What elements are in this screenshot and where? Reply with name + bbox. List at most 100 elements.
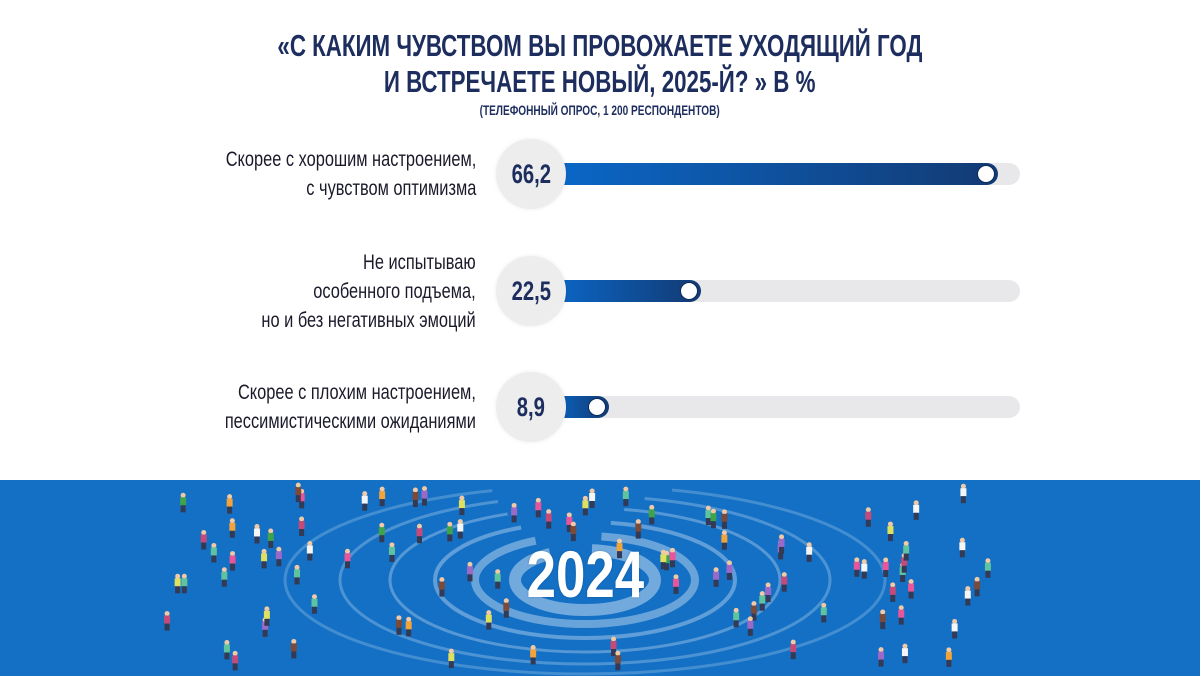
person-figure [378,522,385,543]
value-label-text: 22,5 [511,275,551,306]
person-figure [438,577,445,597]
person-figure [275,546,282,567]
person-figure [879,609,886,630]
person-figure [750,601,757,621]
bar [548,163,999,185]
person-figure [610,636,617,657]
person-figure [747,616,754,636]
value-label: 66,2 [496,139,566,209]
person-figure [494,569,501,589]
person-figure [882,557,889,578]
person-figure [713,567,720,587]
person-figure [721,530,728,550]
person-figure [660,549,667,570]
value-label-text: 66,2 [511,158,551,189]
person-figure [898,605,905,625]
bar-track [548,396,1020,418]
person-figure [229,551,236,571]
person-figure [614,650,621,671]
person-figure [648,504,655,525]
category-label: Не испытываю особенного подъема, но и без … [201,248,476,335]
person-figure [294,564,301,585]
person-figure [503,598,510,618]
person-figure [405,616,412,637]
person-figure [290,638,297,659]
person-figure [945,647,952,667]
person-figure [457,519,464,539]
person-figure [622,486,629,507]
person-figure [361,491,368,511]
person-figure [174,573,181,594]
person-figure [221,567,228,587]
person-figure [778,534,785,554]
bar [548,280,701,302]
person-figure [388,542,395,562]
person-figure [582,495,589,516]
person-figure [781,572,788,592]
person-figure [974,576,981,597]
ring [283,484,887,676]
person-figure [806,542,813,562]
banner-year: 2024 [526,537,644,611]
person-figure [765,582,772,603]
bar-end-marker [681,283,697,299]
person-figure [306,541,313,561]
category-label: Скорее с хорошим настроением, с чувством … [155,145,476,203]
category-label-line: Не испытываю [363,250,476,274]
person-figure [511,502,518,523]
category-label-line: но и без негативных эмоций [261,308,476,332]
ring [338,494,832,666]
person-figure [959,537,966,558]
person-figure [853,557,860,577]
person-figure [951,618,958,639]
person-figure [311,594,318,614]
person-figure [669,547,676,568]
person-figure [733,607,740,628]
person-figure [903,541,910,561]
person-figure [861,559,868,579]
person-figure [200,530,207,550]
ring [471,532,699,628]
person-figure [964,586,971,606]
person-figure [790,639,797,660]
person-figure [466,561,473,582]
person-figure [229,518,236,538]
person-figure [164,611,171,631]
person-figure [261,548,268,569]
person-figure [710,508,717,529]
person-figure [379,486,386,507]
person-figure [566,512,573,532]
person-figure [267,528,274,548]
person-figure [263,606,270,626]
banner-illustration [164,482,991,676]
person-figure [820,602,827,623]
category-label-line: с чувством оптимизма [305,177,476,200]
bar-end-marker [978,166,995,182]
person-figure [298,516,305,537]
person-figure [570,521,577,542]
person-figure [530,644,537,665]
person-figure [635,519,642,539]
person-figure [395,615,402,635]
person-figure [535,497,542,518]
person-figure [210,542,217,563]
person-figure [180,492,187,513]
person-figure [253,523,260,544]
year-banner [0,480,1200,676]
chart-title-line2: И ВСТРЕЧАЕТЕ НОВЫЙ, 2025-Й? » В % [384,64,816,99]
person-figure [887,521,894,542]
person-figure [295,482,302,503]
category-label-line: пессимистическими ожиданиями [224,410,476,433]
person-figure [421,486,428,506]
person-figure [458,495,465,516]
person-figure [908,579,915,599]
person-figure [759,591,766,611]
person-figure [448,648,455,669]
category-label: Скорее с плохим настроением, пессимистиче… [154,378,476,436]
category-label-line: особенного подъема, [313,279,476,303]
person-figure [232,650,239,671]
person-figure [485,610,492,630]
person-figure [913,500,920,520]
value-label: 22,5 [496,256,566,326]
person-figure [705,505,712,526]
